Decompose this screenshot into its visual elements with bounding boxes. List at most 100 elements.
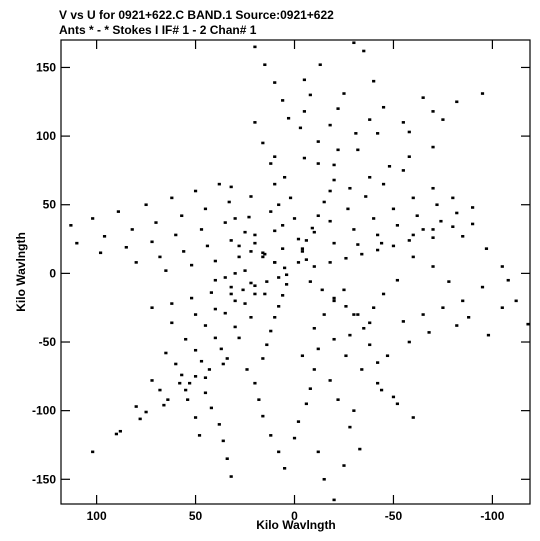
- uv-point: [300, 250, 305, 253]
- uv-point: [257, 398, 261, 401]
- uv-point: [281, 224, 285, 227]
- uv-point: [332, 337, 336, 341]
- uv-point: [91, 217, 95, 220]
- uv-point: [435, 203, 439, 207]
- uv-point: [328, 189, 332, 193]
- uv-point: [225, 357, 229, 360]
- uv-point: [376, 132, 380, 135]
- chart-subtitle: Ants * - * Stokes I IF# 1 - 2 Chan# 1: [59, 23, 257, 37]
- uv-point: [362, 326, 366, 330]
- uv-point: [480, 285, 485, 289]
- uv-point: [336, 398, 340, 401]
- uv-point: [91, 450, 95, 454]
- uv-point: [514, 299, 518, 303]
- uv-point: [401, 169, 405, 172]
- uv-point: [243, 230, 247, 234]
- uv-point: [395, 278, 400, 282]
- uv-point: [273, 229, 277, 233]
- uv-point: [193, 348, 198, 352]
- uv-point: [328, 219, 332, 223]
- uv-point: [320, 288, 324, 292]
- uv-point: [379, 241, 384, 245]
- uv-point: [332, 299, 336, 303]
- uv-point: [229, 292, 233, 296]
- x-tick-label: -100: [480, 509, 504, 523]
- uv-point: [328, 379, 332, 382]
- uv-point: [328, 261, 332, 264]
- uv-point: [203, 207, 208, 211]
- uv-point: [249, 195, 253, 198]
- uv-point: [316, 214, 320, 218]
- uv-point: [356, 313, 360, 316]
- uv-point: [441, 118, 445, 121]
- uv-point: [300, 354, 305, 358]
- uv-point: [162, 403, 166, 407]
- uv-point: [455, 100, 459, 104]
- plot-frame: [60, 39, 531, 505]
- uv-point: [203, 376, 208, 380]
- uv-point: [352, 409, 356, 412]
- uv-point: [372, 306, 376, 309]
- uv-point: [431, 186, 435, 190]
- uv-point: [193, 189, 198, 193]
- uv-point: [249, 316, 253, 319]
- uv-point: [184, 337, 188, 341]
- uv-point: [237, 255, 241, 259]
- uv-point: [150, 306, 154, 309]
- uv-point: [243, 269, 247, 272]
- uv-point: [411, 196, 415, 200]
- uv-point: [134, 405, 138, 408]
- uv-point: [277, 203, 281, 207]
- uv-point: [190, 296, 194, 300]
- uv-point: [261, 141, 265, 145]
- uv-point: [411, 416, 415, 419]
- uv-point: [376, 361, 380, 364]
- uv-point: [273, 182, 277, 186]
- uv-point: [229, 239, 233, 242]
- uv-point: [164, 269, 168, 272]
- uv-point: [144, 410, 148, 414]
- x-axis-label: Kilo Wavlngth: [256, 518, 336, 532]
- uv-point: [407, 155, 411, 158]
- uv-point: [302, 78, 307, 82]
- uv-point: [372, 217, 376, 220]
- uv-point: [265, 343, 269, 347]
- uv-point: [486, 333, 491, 337]
- y-tick-label: -150: [32, 472, 56, 486]
- uv-point: [75, 241, 79, 245]
- uv-point: [213, 278, 217, 282]
- uv-point: [296, 237, 301, 241]
- axis-ticks: [61, 40, 530, 504]
- uv-point: [381, 292, 386, 296]
- uv-point: [182, 250, 186, 253]
- uv-point: [205, 244, 210, 248]
- tick-labels: 100 50 0 -50 -100 150 100 50 0 -50 -100 -150: [32, 60, 505, 523]
- uv-point: [316, 162, 320, 165]
- uv-point: [356, 243, 360, 246]
- uv-point: [344, 305, 348, 308]
- uv-point: [441, 306, 445, 309]
- uv-point: [243, 302, 247, 305]
- uv-point: [253, 241, 257, 245]
- uv-point: [193, 313, 198, 316]
- uv-point: [277, 305, 281, 308]
- uv-point: [322, 477, 326, 481]
- uv-point: [352, 228, 356, 231]
- uv-point: [368, 343, 372, 347]
- uv-point: [170, 302, 174, 305]
- uv-point: [407, 239, 411, 242]
- uv-point: [261, 414, 265, 418]
- y-axis-label: Kilo Wavlngth: [14, 232, 28, 312]
- uv-point: [356, 148, 360, 152]
- uv-point: [263, 252, 267, 256]
- uv-point: [269, 162, 273, 165]
- uv-point: [292, 217, 297, 220]
- uv-point: [308, 93, 312, 97]
- uv-point: [381, 182, 386, 186]
- uv-point: [144, 203, 148, 207]
- uv-point: [387, 164, 392, 168]
- uv-point: [304, 402, 308, 406]
- uv-point: [342, 288, 346, 292]
- data-points: [69, 41, 530, 502]
- uv-point: [283, 266, 287, 270]
